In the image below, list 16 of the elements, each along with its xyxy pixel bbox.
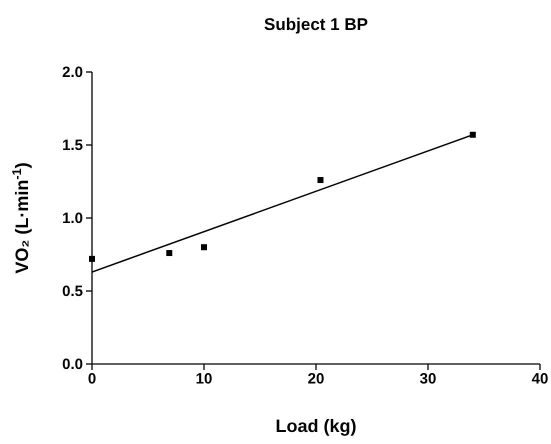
point [166, 250, 172, 256]
x-tick-label: 40 [532, 370, 548, 388]
x-tick-label: 0 [88, 370, 96, 388]
y-tick-label: 2.0 [62, 64, 83, 81]
y-tick-label: 1.5 [62, 136, 83, 154]
point [89, 256, 95, 262]
y-tick-label: 1.0 [62, 210, 83, 227]
x-tick-label: 10 [196, 370, 212, 388]
point [317, 177, 324, 184]
x-axis-title: Load (kg) [276, 416, 356, 436]
x-tick-label: 30 [420, 370, 436, 388]
y-tick-label: 0.0 [62, 356, 83, 373]
chart-title: Subject 1 BP [264, 15, 368, 34]
point [201, 244, 207, 250]
y-tick-label: 0.5 [62, 282, 83, 300]
x-tick-label: 20 [308, 370, 324, 388]
